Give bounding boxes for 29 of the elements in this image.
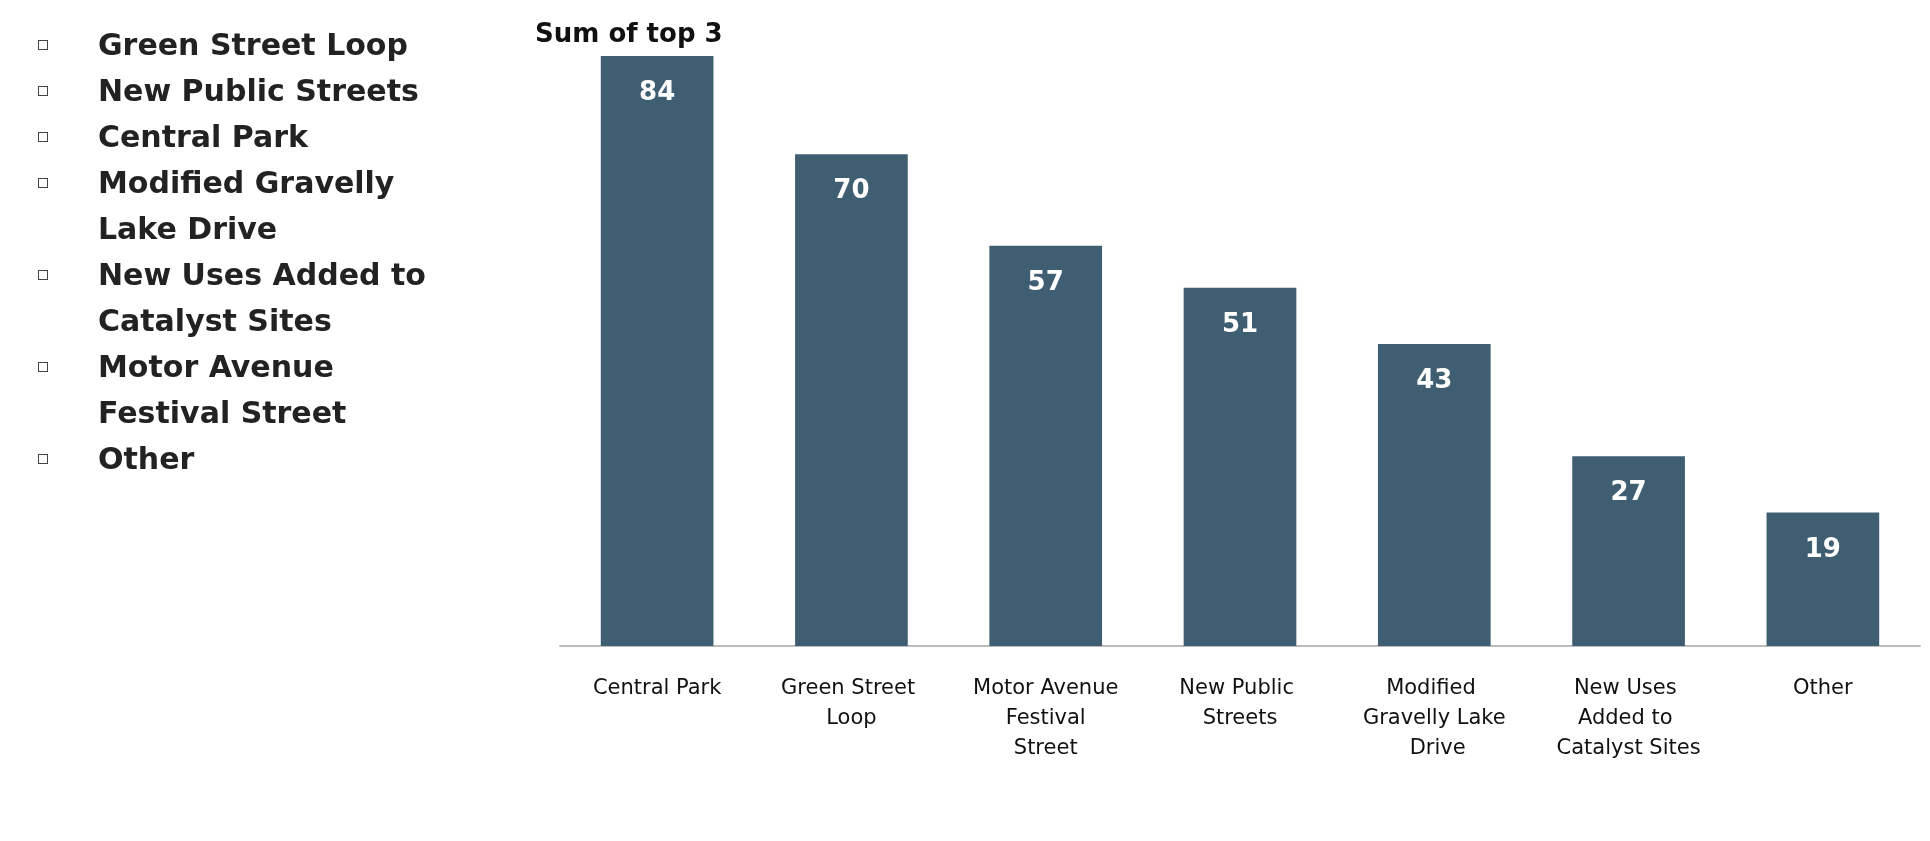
data-label: 51 — [1221, 307, 1259, 338]
text: Green Street Loop — [98, 26, 409, 64]
bar — [1766, 512, 1880, 646]
data-label: 84 — [639, 76, 676, 106]
text: Central Park — [98, 118, 309, 156]
chart-title: Sum of top 3 — [535, 18, 723, 48]
bar — [1183, 287, 1297, 646]
x-tick-label: New Public Streets — [1179, 675, 1301, 729]
x-tick-label: Motor Avenue Festival Street — [973, 675, 1119, 759]
x-tick-label: Central Park — [592, 675, 723, 699]
text: Modified Gravelly Lake Drive — [98, 164, 396, 248]
data-label: 70 — [833, 174, 870, 205]
x-tick-label: Green Street Loop — [781, 675, 922, 729]
data-label: 19 — [1804, 532, 1841, 563]
data-label: 43 — [1416, 363, 1453, 394]
x-tick-label: Modified Gravelly Lake Drive — [1362, 675, 1506, 759]
bar — [600, 56, 714, 646]
text: New Uses Added to Catalyst Sites — [98, 256, 427, 340]
data-label: 27 — [1610, 476, 1647, 507]
bar — [795, 154, 908, 646]
x-tick-label: New Uses Added to Catalyst Sites — [1556, 675, 1701, 759]
bar — [1377, 343, 1491, 646]
bar — [1572, 456, 1685, 646]
x-tick-label: Other — [1793, 675, 1854, 699]
bar — [989, 245, 1103, 646]
text: New Public Streets — [98, 72, 420, 110]
text: Motor Avenue Festival Street — [98, 348, 348, 432]
text: Other — [98, 440, 196, 478]
data-label: 57 — [1027, 265, 1064, 296]
